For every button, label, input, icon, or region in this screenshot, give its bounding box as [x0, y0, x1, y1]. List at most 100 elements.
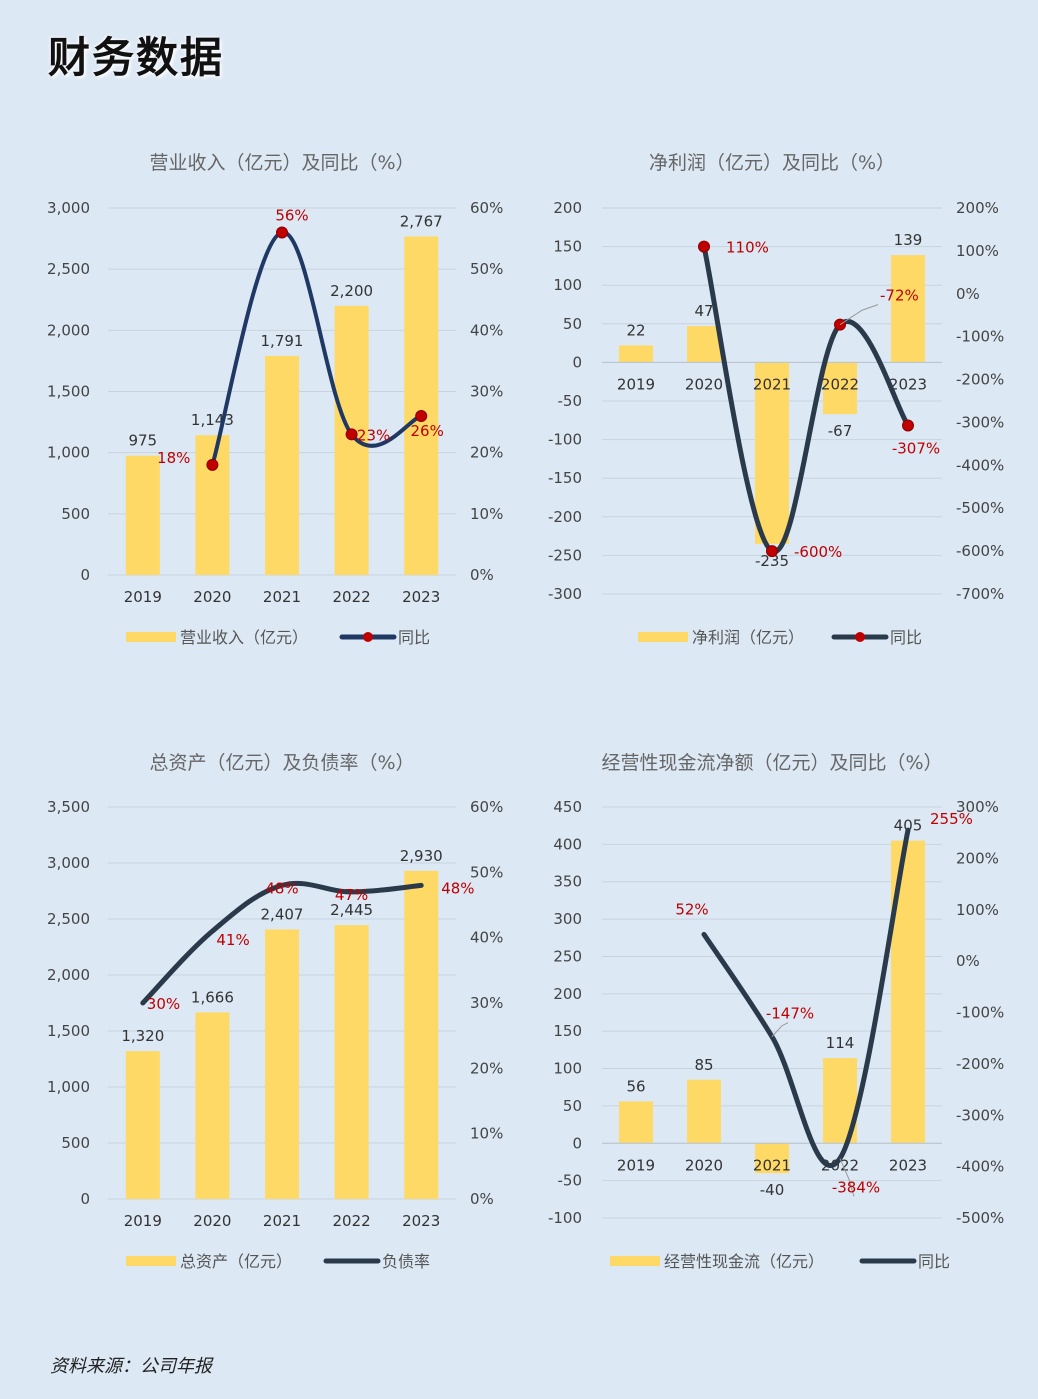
right-axis-tick: 40% [470, 321, 503, 339]
legend-marker [363, 632, 373, 642]
category-label: 2019 [124, 1212, 162, 1230]
line-marker [902, 419, 914, 432]
legend-line-label: 同比 [890, 628, 922, 647]
left-axis-tick: 250 [553, 947, 582, 965]
right-axis-tick: -500% [956, 499, 1004, 517]
line-value-label: 48% [265, 879, 298, 897]
line-value-label: 56% [275, 206, 308, 224]
legend-bar-label: 总资产（亿元） [180, 1252, 292, 1271]
category-label: 2020 [685, 1156, 723, 1174]
bar-value-label: 1,791 [261, 332, 304, 350]
left-axis-tick: -150 [548, 469, 582, 487]
series-line [140, 880, 424, 1006]
right-axis-tick: 60% [470, 199, 503, 217]
left-axis-tick: 2,500 [47, 260, 90, 278]
line-value-label: 18% [157, 449, 190, 467]
right-axis-tick: 200% [956, 849, 999, 867]
right-axis-tick: 10% [470, 505, 503, 523]
right-axis-tick: 100% [956, 242, 999, 260]
category-label: 2023 [402, 1212, 440, 1230]
right-axis-tick: 0% [956, 285, 980, 303]
category-label: 2019 [124, 588, 162, 606]
line-value-label: 255% [930, 810, 973, 828]
bar-value-label: 405 [894, 817, 923, 835]
line-value-label: 110% [726, 239, 769, 257]
right-axis-tick: 0% [956, 952, 980, 970]
bar [619, 345, 653, 363]
bar [125, 1051, 160, 1199]
legend-line-label: 同比 [398, 628, 430, 647]
bar-value-label: 22 [626, 321, 645, 339]
left-axis-tick: 0 [80, 1190, 90, 1208]
bar [195, 435, 230, 575]
bar [195, 1012, 230, 1199]
right-axis-tick: 10% [470, 1125, 503, 1143]
chart-title: 营业收入（亿元）及同比（%） [149, 152, 414, 174]
right-axis-tick: 200% [956, 199, 999, 217]
chart-title: 经营性现金流净额（亿元）及同比（%） [601, 752, 942, 774]
bar [755, 1143, 789, 1174]
legend-bar-label: 净利润（亿元） [692, 628, 804, 647]
left-axis-tick: 50 [563, 1097, 582, 1115]
left-axis-tick: -50 [558, 1172, 583, 1190]
category-label: 2023 [889, 375, 927, 393]
right-axis-tick: -200% [956, 371, 1004, 389]
page-title: 财务数据 [48, 33, 225, 82]
category-label: 2021 [753, 375, 791, 393]
bar-value-label: 1,143 [191, 411, 234, 429]
category-label: 2020 [685, 375, 723, 393]
bar-value-label: 85 [694, 1056, 713, 1074]
legend-bar-swatch [126, 1256, 176, 1266]
left-axis-tick: 350 [553, 873, 582, 891]
right-axis-tick: 0% [470, 566, 494, 584]
bar-value-label: -40 [760, 1181, 785, 1199]
legend-marker [855, 632, 865, 642]
bar-value-label: -67 [828, 422, 853, 440]
right-axis-tick: -100% [956, 328, 1004, 346]
total-assets-chart-svg: 总资产（亿元）及负债率（%） 0 500 1,000 1,500 2,000 2,500 3,… [47, 752, 503, 1271]
category-label: 2021 [753, 1156, 791, 1174]
chart-title: 净利润（亿元）及同比（%） [649, 152, 895, 174]
bar-value-label: 114 [826, 1034, 855, 1052]
bar [823, 362, 857, 415]
left-axis-tick: 50 [563, 315, 582, 333]
legend-line-label: 同比 [918, 1252, 950, 1271]
right-axis-tick: -300% [956, 413, 1004, 431]
right-axis-tick: 30% [470, 383, 503, 401]
right-axis-tick: -400% [956, 456, 1004, 474]
line-marker [698, 240, 710, 253]
bar [619, 1101, 653, 1144]
line-marker [206, 458, 219, 471]
series-line [210, 230, 424, 467]
right-axis-tick: 30% [470, 994, 503, 1012]
left-axis-tick: 150 [553, 1022, 582, 1040]
line-value-label: 52% [675, 900, 708, 918]
leader-line [839, 1158, 855, 1197]
left-axis-tick: 0 [80, 566, 90, 584]
leader-line [771, 1022, 789, 1037]
right-axis-tick: -200% [956, 1055, 1004, 1073]
bar-value-label: 975 [128, 432, 157, 450]
revenue-chart: 营业收入（亿元）及同比（%） 0 500 1,000 1,500 2,000 2,500 3,… [0, 140, 520, 760]
legend-bar-swatch [126, 632, 176, 642]
left-axis-tick: 100 [553, 276, 582, 294]
right-axis-tick: 40% [470, 929, 503, 947]
bar-value-label: 2,200 [330, 282, 373, 300]
line-value-label: 23% [357, 426, 390, 444]
line-marker [415, 409, 428, 422]
legend-bar-label: 营业收入（亿元） [180, 628, 308, 647]
left-axis-tick: 100 [553, 1060, 582, 1078]
bar-value-label: 2,445 [330, 901, 373, 919]
bar-value-label: 56 [626, 1077, 645, 1095]
line-value-label: -147% [766, 1005, 814, 1023]
bar-value-label: -235 [755, 552, 789, 570]
right-axis-tick: -300% [956, 1106, 1004, 1124]
left-axis-tick: 200 [553, 985, 582, 1003]
category-label: 2020 [193, 588, 231, 606]
left-axis-tick: 450 [553, 798, 582, 816]
category-label: 2020 [193, 1212, 231, 1230]
right-axis-tick: -100% [956, 1004, 1004, 1022]
bar-value-label: 47 [694, 302, 713, 320]
bar-value-label: 1,320 [121, 1027, 164, 1045]
right-axis-tick: 20% [470, 1059, 503, 1077]
